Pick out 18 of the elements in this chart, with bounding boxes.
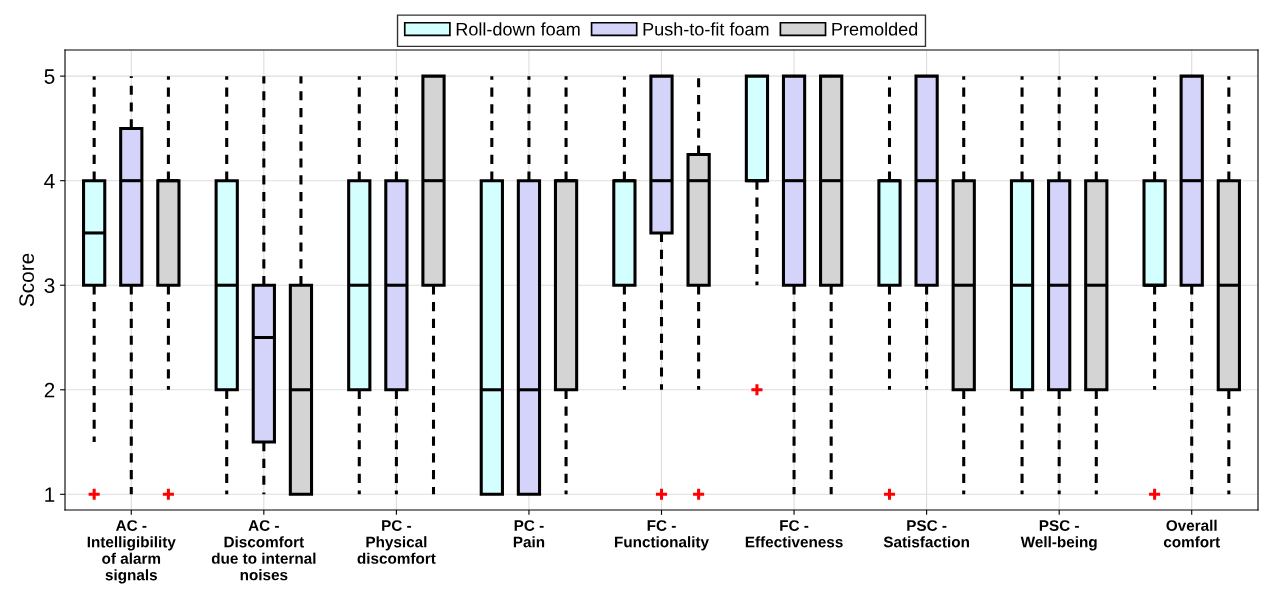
x-tick-label: FC - Effectiveness [745,520,843,548]
legend-label: Premolded [832,22,918,36]
y-tick-label: 5 [44,69,55,84]
x-tick-label: PSC - Well-being [1020,520,1097,551]
y-tick-label: 3 [44,278,55,293]
x-tick-label: AC - Intelligibility of alarm signals [87,520,176,584]
x-tick-label: FC - Functionality [615,520,709,551]
x-tick-label: AC - Discomfort due to internal noises [211,520,316,581]
y-tick-label: 4 [44,173,55,189]
y-tick-label: 1 [45,487,55,502]
x-tick-label: Overall comfort [1163,519,1220,548]
x-tick-label: PC - Pain [513,520,545,548]
legend-label: Roll-down foam [456,22,580,36]
y-tick-label: 2 [44,382,55,398]
y-axis-title: Score [19,253,35,307]
legend-label: Push-to-fit foam [643,22,769,36]
x-tick-label: PSC - Satisfaction [883,520,969,548]
x-tick-label: PC - Physical discomfort [357,520,436,564]
